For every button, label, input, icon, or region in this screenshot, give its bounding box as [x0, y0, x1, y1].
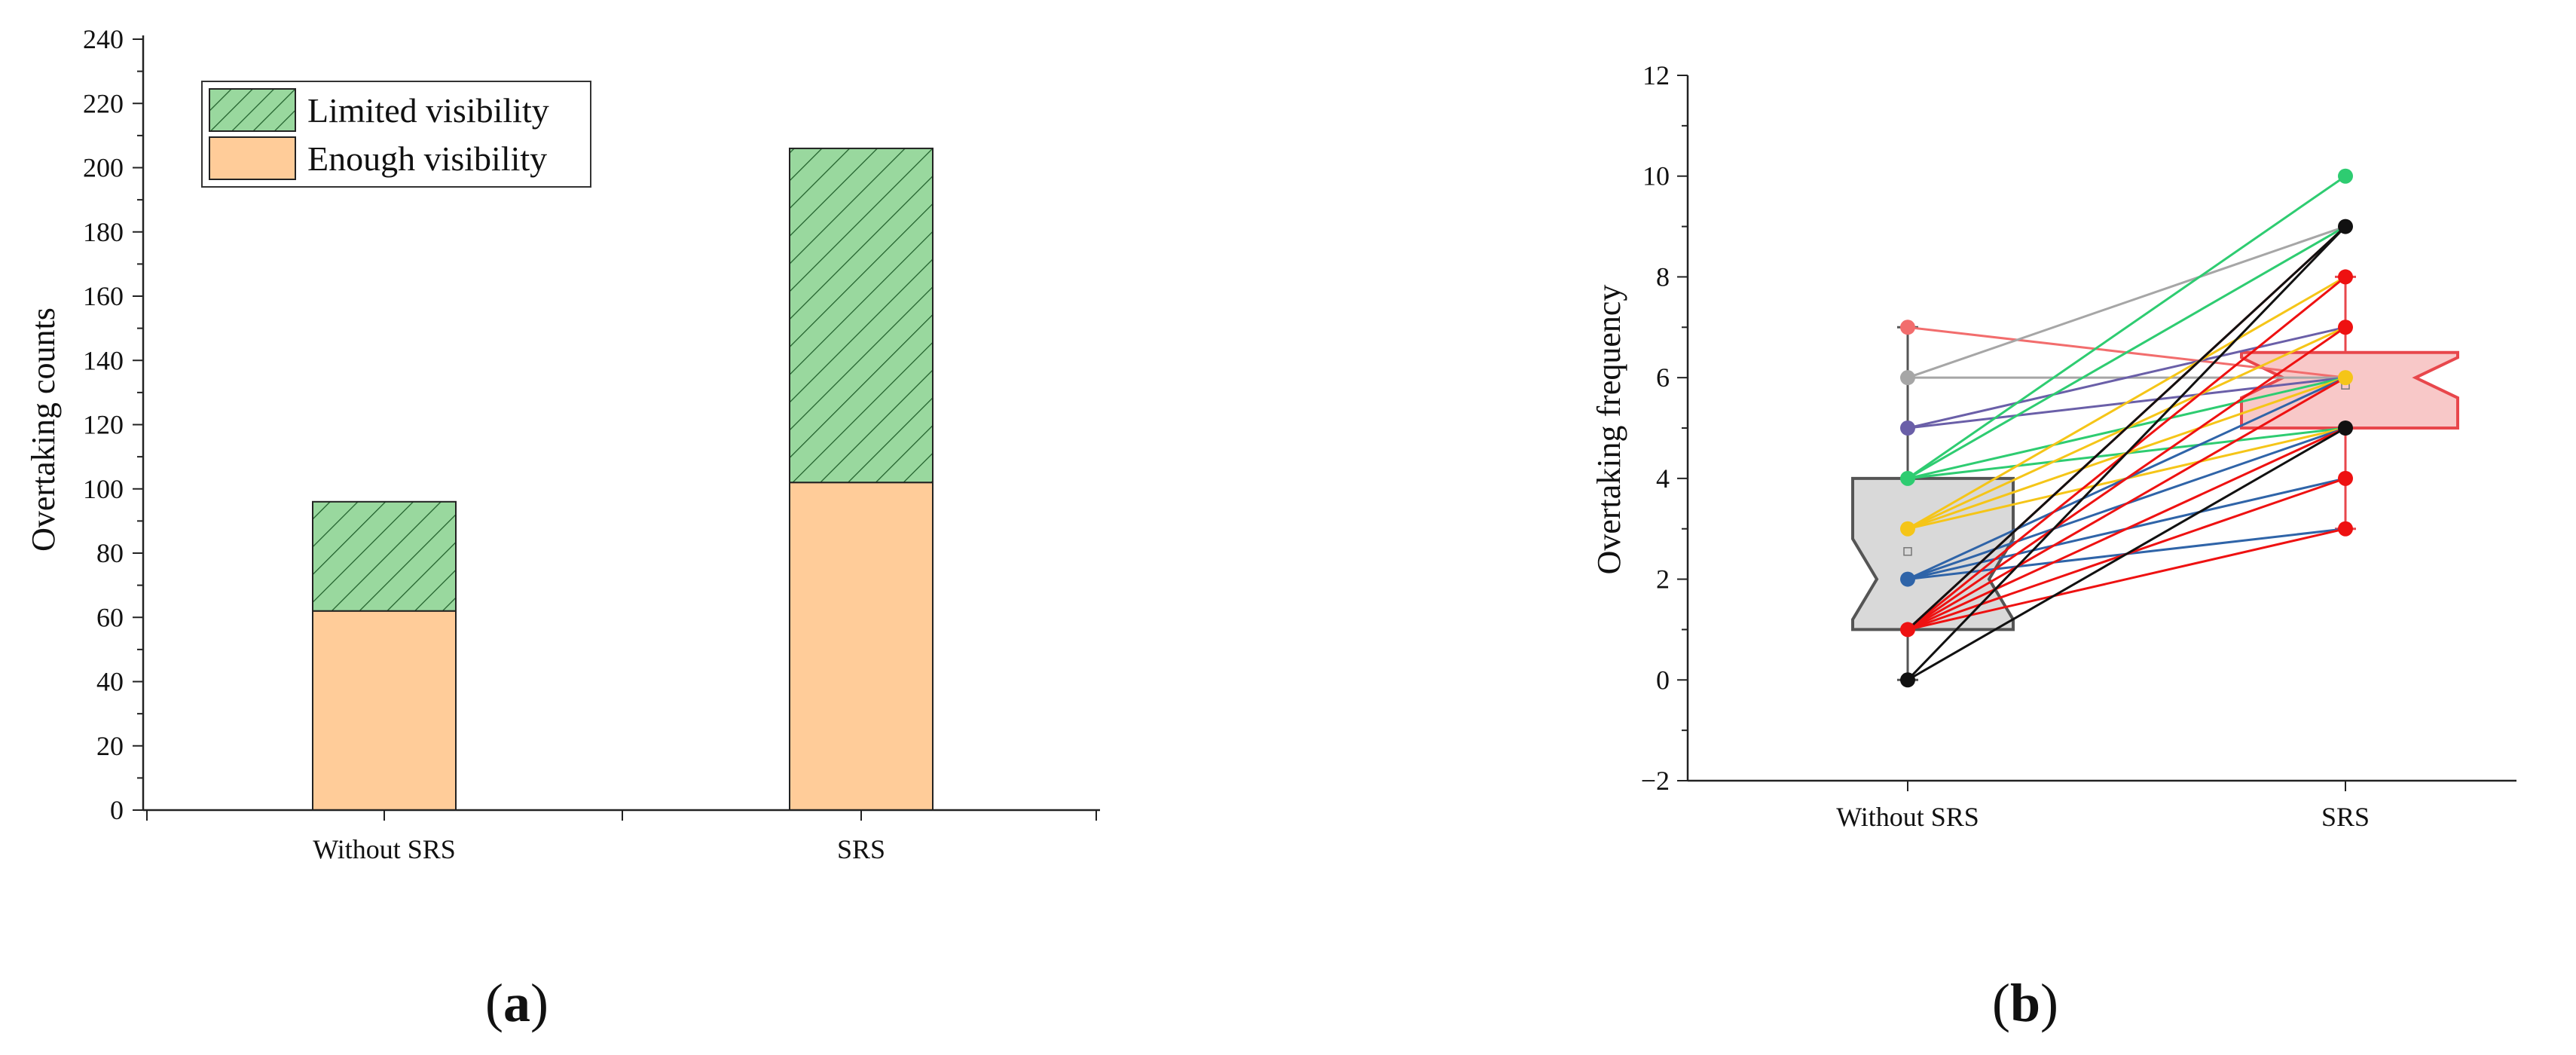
data-point [1900, 672, 1915, 688]
y-tick-label: 220 [83, 88, 124, 118]
data-point [1900, 420, 1915, 436]
x-tick-label: Without SRS [1836, 802, 1979, 832]
panel-b-x-ticks: Without SRS SRS [1836, 781, 2370, 832]
x-tick-label: Without SRS [313, 834, 456, 864]
y-tick-label: 160 [83, 281, 124, 311]
panel-b-label: (b) [1992, 973, 2058, 1033]
y-tick-label: 140 [83, 345, 124, 375]
bar-limited-srs [789, 147, 934, 484]
data-point [1900, 622, 1915, 638]
y-tick-label: 240 [83, 24, 124, 54]
panel-a-stacked-bar-chart: 0 20 40 60 80 100 120 140 160 180 200 220 240 Withou… [25, 24, 1100, 864]
y-tick-label: 100 [83, 474, 124, 504]
mean-marker [1903, 547, 1912, 556]
x-tick-label: SRS [837, 834, 885, 864]
y-tick-label: 20 [96, 731, 124, 761]
paired-line [1907, 427, 2346, 631]
data-point [2338, 470, 2353, 486]
x-tick-label: SRS [2321, 802, 2370, 832]
data-point [2338, 420, 2353, 436]
panel-a-bars [312, 147, 934, 811]
data-point [1900, 470, 1915, 486]
paired-line [1907, 326, 2346, 631]
paired-line [1906, 225, 2347, 681]
y-tick-label: 6 [1656, 362, 1670, 393]
bar-enough-srs [789, 482, 934, 811]
y-tick-label: 60 [96, 602, 124, 632]
paired-line [1907, 225, 2346, 480]
panel-b-paired-lines [1906, 175, 2347, 681]
paired-line [1907, 276, 2346, 531]
panel-a-y-axis-title: Overtaking counts [25, 307, 62, 552]
panel-a-label: (a) [485, 973, 549, 1033]
data-point [2338, 168, 2353, 184]
panel-b-boxes [1851, 275, 2459, 681]
notched-box-srs [2240, 350, 2459, 430]
y-tick-label: 8 [1656, 261, 1670, 292]
panel-a-y-ticks: 0 20 40 60 80 100 120 140 160 180 200 220 240 [83, 24, 143, 825]
panel-a-legend: Limited visibility Enough visibility [201, 81, 591, 188]
bar-limited-without-srs [312, 500, 457, 612]
y-tick-label: 2 [1656, 564, 1670, 595]
bar-enough-without-srs [312, 610, 457, 811]
legend-label-enough: Enough visibility [307, 139, 547, 178]
paired-line [1907, 376, 2346, 631]
data-point [2338, 521, 2353, 537]
panel-b-y-ticks: −2 0 2 4 6 8 10 12 [1641, 60, 1688, 796]
y-tick-label: 10 [1642, 161, 1670, 191]
y-tick-label: 40 [96, 667, 124, 697]
paired-line [1907, 528, 2346, 631]
data-point [1900, 571, 1915, 587]
y-tick-label: 4 [1656, 463, 1670, 494]
y-tick-label: 0 [1656, 665, 1670, 695]
paired-line [1907, 225, 2346, 379]
data-point [2338, 269, 2353, 285]
paired-line [1906, 225, 2347, 631]
y-tick-label: 80 [96, 538, 124, 568]
legend-swatch-limited [209, 88, 296, 132]
data-point [1900, 320, 1915, 335]
paired-line [1907, 427, 2346, 681]
data-point [1900, 370, 1915, 386]
panel-b-box-plot: −2 0 2 4 6 8 10 12 Without SRS SRS Overtaking fr… [1591, 60, 2516, 832]
data-point [1900, 521, 1915, 537]
panel-b-y-axis-title: Overtaking frequency [1591, 285, 1627, 575]
y-tick-label: 200 [83, 153, 124, 183]
paired-line [1907, 175, 2346, 480]
data-point [2338, 320, 2353, 335]
data-point [2338, 370, 2353, 386]
y-tick-label: 12 [1642, 60, 1670, 90]
legend-swatch-enough [209, 136, 296, 180]
paired-line [1907, 326, 2346, 430]
legend-label-limited: Limited visibility [307, 91, 549, 130]
data-point [2338, 219, 2353, 234]
panel-a-x-ticks: Without SRS SRS [146, 810, 1097, 864]
y-tick-label: 180 [83, 217, 124, 247]
panel-b-points [1900, 168, 2353, 688]
y-tick-label: 0 [110, 795, 124, 825]
y-tick-label: −2 [1641, 766, 1670, 796]
y-tick-label: 120 [83, 410, 124, 440]
